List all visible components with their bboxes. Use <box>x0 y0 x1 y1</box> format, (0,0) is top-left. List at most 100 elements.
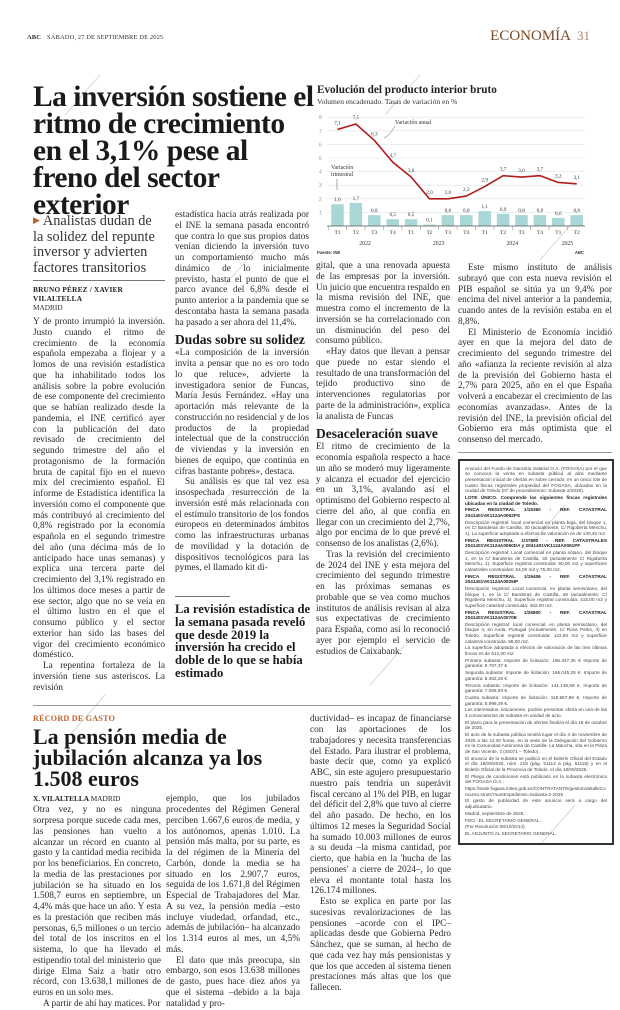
bar-value-label: 0,9 <box>500 207 507 213</box>
bar <box>496 213 510 226</box>
column-text: Otra vez, y no es ninguna sorpresa porqu… <box>33 805 161 1009</box>
legal-notice-paragraph: Descripción registral: local comercial, … <box>465 621 607 644</box>
y-tick-label: 1 <box>319 210 322 216</box>
pullquote-rule <box>175 596 230 597</box>
legal-notice-paragraph: Primera subasta: Importe de licitación: … <box>465 657 607 669</box>
legal-notice-paragraph: Los interesados, únicamente, podrán pres… <box>465 707 607 718</box>
column-text: estadística hacia atrás realizada por el… <box>175 210 309 574</box>
legal-notice-box: Anuncio del Fondo de Garantía Salarial O… <box>458 458 614 845</box>
line-value-label: 7,5 <box>353 115 360 121</box>
section-subheading: Dudas sobre su solidez <box>175 332 305 348</box>
legend-quarterly: Variación <box>331 165 353 171</box>
pull-quote: La revisión estadística de la semana pas… <box>175 602 311 680</box>
divider <box>33 280 165 281</box>
legal-notice-paragraph: El gasto de publicidad de este anuncio s… <box>465 798 607 809</box>
issue-date: SÁBADO, 27 DE SEPTIEMBRE DE 2025 <box>47 34 164 41</box>
chart-source: Fuente: INE <box>317 250 340 255</box>
main-article: ▶ Analistas dudan de la solidez del repun… <box>33 0 451 693</box>
legal-notice-paragraph: Descripción registral: local comercial e… <box>465 519 607 536</box>
x-tick-label: T3 <box>371 230 377 236</box>
y-tick-label: 3 <box>319 183 322 189</box>
chart-title: Evolución del producto interior bruto <box>317 84 497 96</box>
article-column-2: estadística hacia atrás realizada por el… <box>175 0 311 680</box>
bar <box>460 215 473 226</box>
dateline-place: MADRID <box>90 794 121 804</box>
legal-notice-paragraph: El Pliego de condiciones está publicado … <box>465 773 607 785</box>
section-divider <box>33 705 451 707</box>
bar-value-label: 0,1 <box>426 218 433 224</box>
section-tag: RÉCORD DE GASTO <box>33 714 116 724</box>
paragraph: Este mismo instituto de análisis subrayó… <box>458 263 612 327</box>
year-label: 2022 <box>359 241 371 247</box>
paragraph: El ritmo de crecimiento de la economía e… <box>316 442 450 549</box>
bar <box>423 224 436 226</box>
bar <box>331 204 344 226</box>
bar-value-label: 0,5 <box>389 212 396 218</box>
year-label: 2024 <box>507 241 519 247</box>
x-tick-label: T4 <box>390 230 396 236</box>
legal-notice-paragraph: FINCA REGISTRAL 1/26800 - REF. CATASTRAL… <box>465 609 607 621</box>
legal-notice-paragraph: Cuarta subasta: Importe de licitación: 1… <box>465 694 607 706</box>
bar-value-label: 0,8 <box>518 208 525 214</box>
year-label: 2023 <box>433 241 445 247</box>
line-value-label: 2,0 <box>445 190 452 196</box>
page-header-right: ECONOMÍA 31 <box>490 28 590 45</box>
bar-value-label: 1,6 <box>334 197 341 203</box>
dateline-place: MADRID <box>33 303 63 312</box>
pension-headline: La pensión media de jubilación alcanza y… <box>33 724 263 792</box>
legal-notice-paragraph[interactable]: https://sede.fogasa.mites.gob.es/CONTRAT… <box>465 785 606 797</box>
legal-notice-paragraph: (Por Resolución 08/10/2014) <box>465 824 525 830</box>
line-value-label: 3,7 <box>537 167 544 173</box>
column-text: Y de pronto irrumpió la inversión. Justo… <box>33 317 165 693</box>
paragraph: La repentina fortaleza de la inversión t… <box>33 661 165 693</box>
divider <box>458 451 612 453</box>
gdp-chart: 1 2 3 4 5 6 7 8 1,6 T1 1,7 T2 0,8 T3 0,5 T4 0,5 T1 0,1 T2 0,… <box>317 115 585 255</box>
line-value-label: 3,7 <box>500 167 507 173</box>
paragraph: Su análisis es que tal vez esa insospech… <box>175 477 309 574</box>
y-tick-label: 7 <box>319 129 322 135</box>
y-tick-label: 6 <box>319 142 322 148</box>
main-headline: La inversión sostiene el ritmo de crecim… <box>33 81 314 221</box>
bar-value-label: 1,1 <box>481 204 488 210</box>
subheadline-text: Analistas dudan de la solidez del repunt… <box>33 213 155 276</box>
bar <box>441 215 455 226</box>
legal-notice-paragraph: FINCA REGISTRAL 1/19406 - REF. CATASTRAL… <box>465 573 607 585</box>
chart-subtitle: Volumen encadenado. Tasas de variación e… <box>317 97 458 106</box>
x-tick-label: T1 <box>408 230 414 236</box>
y-tick-label: 2 <box>319 197 322 203</box>
x-tick-label: T3 <box>445 230 451 236</box>
legal-notice-paragraph: FDO.: EL SECRETARIO GENERAL. <box>465 817 541 823</box>
column-text: gital, que a una renovada apuesta de las… <box>316 261 450 657</box>
y-tick-label: 8 <box>319 115 322 121</box>
bar-value-label: 0,8 <box>371 208 378 214</box>
bar-value-label: 0,8 <box>445 208 452 214</box>
brand: ABC <box>27 34 42 41</box>
legal-notice-paragraph: El anuncio de la subasta se publicó en e… <box>465 755 607 772</box>
line-value-label: 3,6 <box>408 168 415 174</box>
bar <box>368 215 381 226</box>
bar <box>404 219 418 226</box>
bar-value-label: 0,6 <box>555 211 562 217</box>
legal-notice-paragraph: Segunda subasta: Importe de licitación: … <box>465 670 607 681</box>
x-tick-label: T2 <box>426 230 432 236</box>
paragraph: estadística hacia atrás realizada por el… <box>175 210 309 328</box>
year-label: 2025 <box>562 241 574 247</box>
legal-notice-paragraph: El plazo para la presentación de ofertas… <box>465 719 607 731</box>
pension-column-3: ductividad– es incapaz de financiarse co… <box>310 714 451 994</box>
annual-variation-line <box>337 123 577 200</box>
byline: BRUNO PÉREZ / XAVIER VILALTELLA <box>33 285 124 303</box>
legal-notice-paragraph: Madrid, septiembre de 2025. <box>465 810 525 816</box>
line-value-label: 3,6 <box>518 168 525 174</box>
bar <box>570 215 583 226</box>
paragraph: ejemplo, que los jubilados procedentes d… <box>166 794 300 955</box>
chart-credit: ABC <box>575 250 584 255</box>
byline: X. VILALTELLA MADRID <box>33 794 161 803</box>
y-tick-label: 5 <box>319 156 322 162</box>
x-tick-label: T2 <box>353 230 359 236</box>
legal-notice-paragraph: La superficie adoptada a efectos de valo… <box>465 645 607 657</box>
line-value-label: 2,2 <box>463 187 470 193</box>
bar-value-label: 0,5 <box>408 212 415 218</box>
line-value-label: 2,9 <box>481 178 488 184</box>
page-header-left: ABC SÁBADO, 27 DE SEPTIEMBRE DE 2025 <box>27 34 163 41</box>
bar <box>386 219 399 226</box>
